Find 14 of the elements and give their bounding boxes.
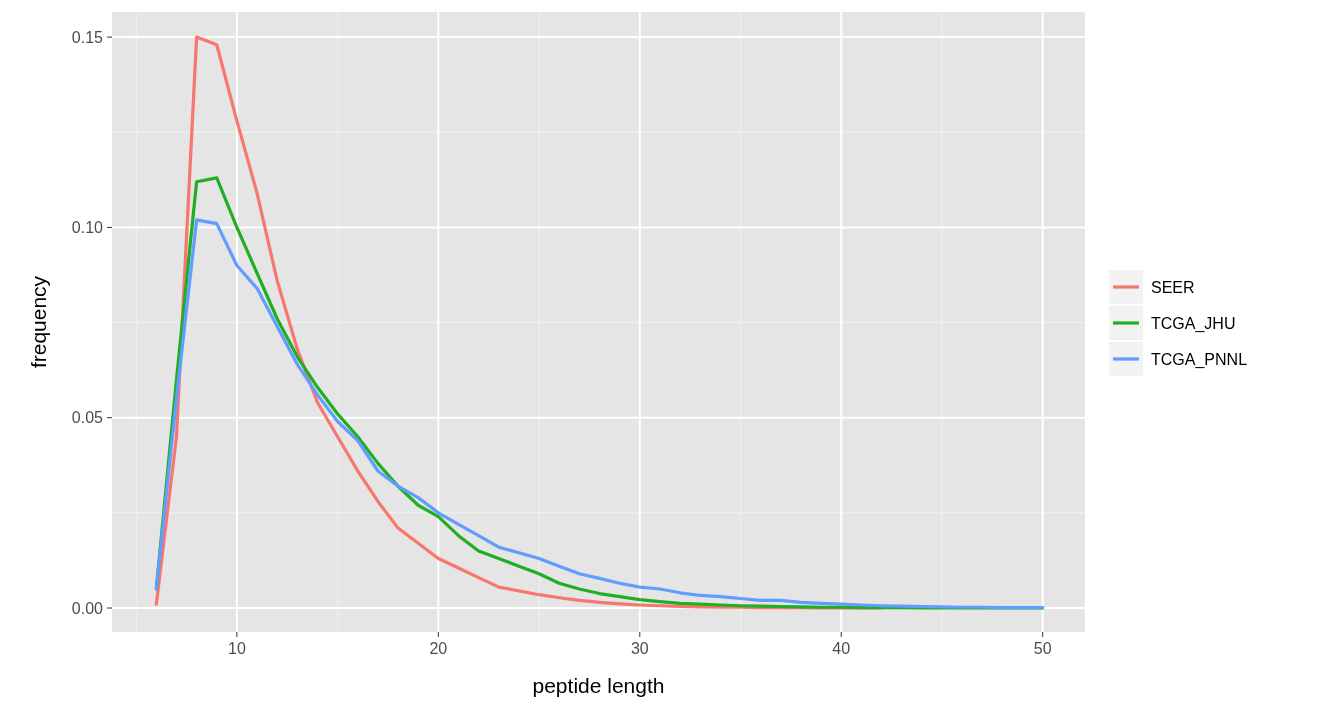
x-tick-label: 20: [429, 640, 448, 657]
legend-label: TCGA_JHU: [1151, 314, 1236, 333]
y-tick-label: 0.15: [71, 28, 104, 46]
x-tick-label: 40: [832, 640, 851, 657]
legend-label: SEER: [1151, 278, 1195, 296]
x-axis-title: peptide length: [532, 674, 665, 697]
y-tick-label: 0.00: [71, 599, 104, 617]
y-tick-label: 0.05: [71, 409, 104, 427]
legend-label: TCGA_PNNL: [1151, 350, 1248, 369]
x-tick-label: 50: [1033, 640, 1052, 657]
y-axis-title: frequency: [27, 275, 50, 369]
y-tick-label: 0.10: [71, 219, 104, 237]
x-tick-label: 10: [228, 640, 246, 657]
x-tick-label: 30: [630, 640, 649, 657]
